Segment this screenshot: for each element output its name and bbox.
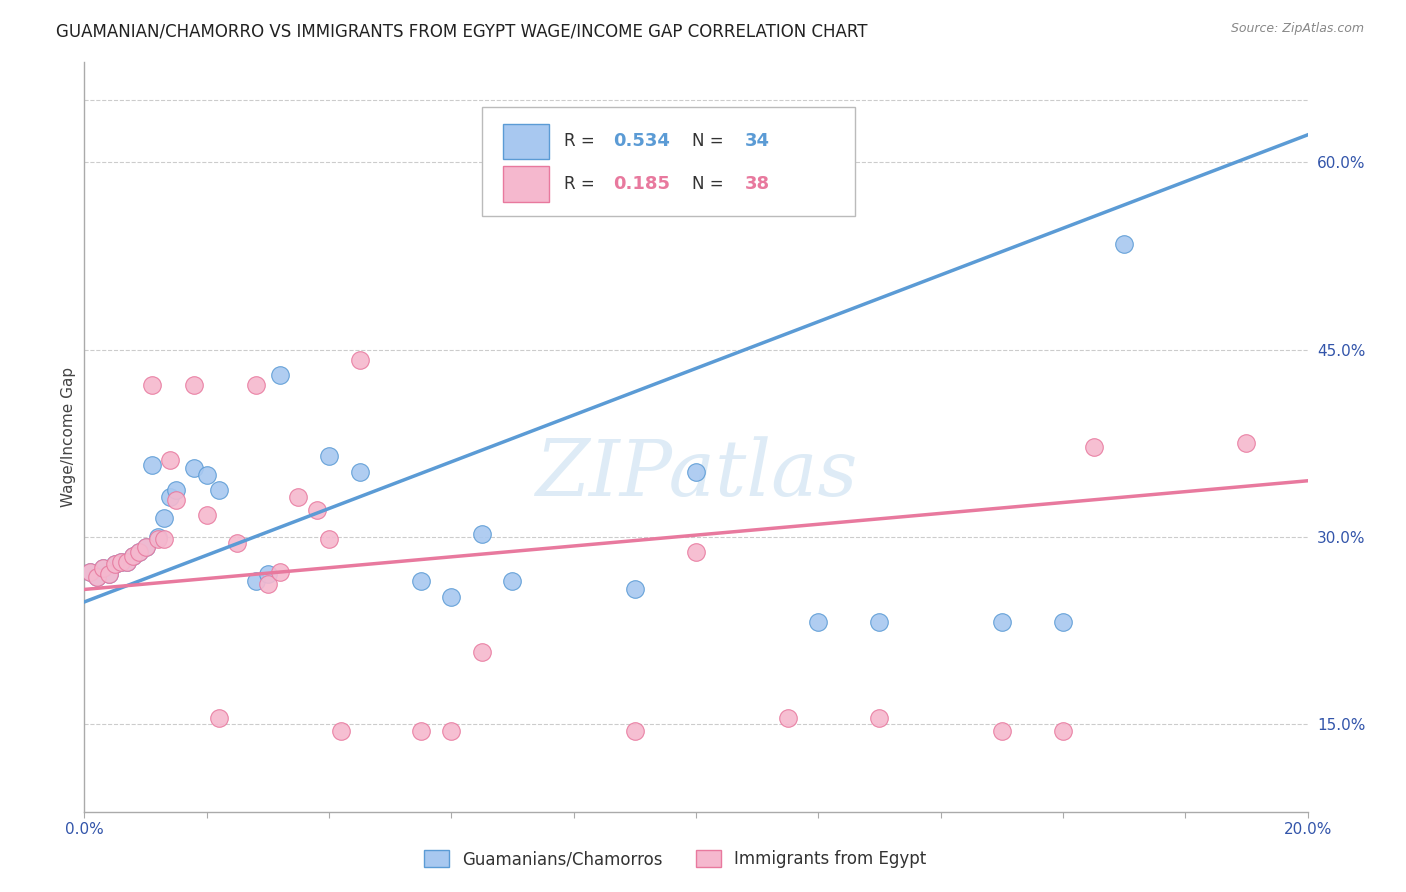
Point [257,567,280,582]
Point [409,574,432,588]
Point [1114,236,1136,251]
Point [153,533,176,547]
Point [624,582,647,597]
Point [165,483,187,497]
Point [257,577,280,591]
Point [91,561,114,575]
Text: N =: N = [692,175,730,193]
Point [104,558,127,572]
FancyBboxPatch shape [503,123,550,160]
Point [208,711,231,725]
Point [159,452,181,467]
Text: 38: 38 [745,175,770,193]
Point [330,723,353,738]
Point [104,558,127,572]
Point [79,565,101,579]
Legend: Guamanians/Chamorros, Immigrants from Egypt: Guamanians/Chamorros, Immigrants from Eg… [416,843,934,875]
Point [97,567,120,582]
Point [318,533,340,547]
Text: Source: ZipAtlas.com: Source: ZipAtlas.com [1230,22,1364,36]
Text: 34: 34 [745,133,770,151]
Point [305,502,328,516]
Point [195,508,218,522]
Text: GUAMANIAN/CHAMORRO VS IMMIGRANTS FROM EGYPT WAGE/INCOME GAP CORRELATION CHART: GUAMANIAN/CHAMORRO VS IMMIGRANTS FROM EG… [56,22,868,40]
Point [128,545,150,559]
Point [1236,436,1258,450]
Point [135,540,157,554]
Point [91,561,114,575]
Point [146,530,169,544]
Point [141,377,163,392]
Text: N =: N = [692,133,730,151]
Point [141,458,163,472]
Y-axis label: Wage/Income Gap: Wage/Income Gap [60,367,76,508]
Point [409,723,432,738]
Point [471,645,494,659]
Point [146,533,169,547]
Point [122,549,145,563]
Point [110,555,132,569]
Point [349,352,371,367]
Point [869,615,891,629]
Point [115,555,138,569]
FancyBboxPatch shape [503,166,550,202]
Point [269,565,291,579]
Point [287,490,309,504]
Point [226,536,249,550]
Point [195,467,218,482]
Point [991,723,1014,738]
Point [1052,615,1074,629]
Point [624,723,647,738]
Point [349,465,371,479]
Point [97,567,120,582]
Point [86,570,108,584]
Point [122,549,145,563]
Point [245,377,267,392]
Text: 0.185: 0.185 [613,175,669,193]
Point [685,545,707,559]
Point [1052,723,1074,738]
Point [208,483,231,497]
Point [86,570,108,584]
Point [776,711,799,725]
Point [245,574,267,588]
Point [991,615,1014,629]
Point [318,449,340,463]
Point [159,490,181,504]
Point [183,461,205,475]
Point [165,492,187,507]
Text: ZIPatlas: ZIPatlas [534,436,858,513]
Point [1083,440,1105,454]
Point [153,511,176,525]
Point [115,555,138,569]
Point [440,723,463,738]
Text: R =: R = [564,133,600,151]
Point [269,368,291,382]
Point [471,527,494,541]
Point [502,574,524,588]
Point [183,377,205,392]
Text: R =: R = [564,175,600,193]
Point [135,540,157,554]
Point [685,465,707,479]
FancyBboxPatch shape [482,107,855,216]
Point [807,615,830,629]
Point [440,590,463,604]
Point [110,555,132,569]
Point [128,545,150,559]
Point [869,711,891,725]
Text: 0.534: 0.534 [613,133,669,151]
Point [79,565,101,579]
